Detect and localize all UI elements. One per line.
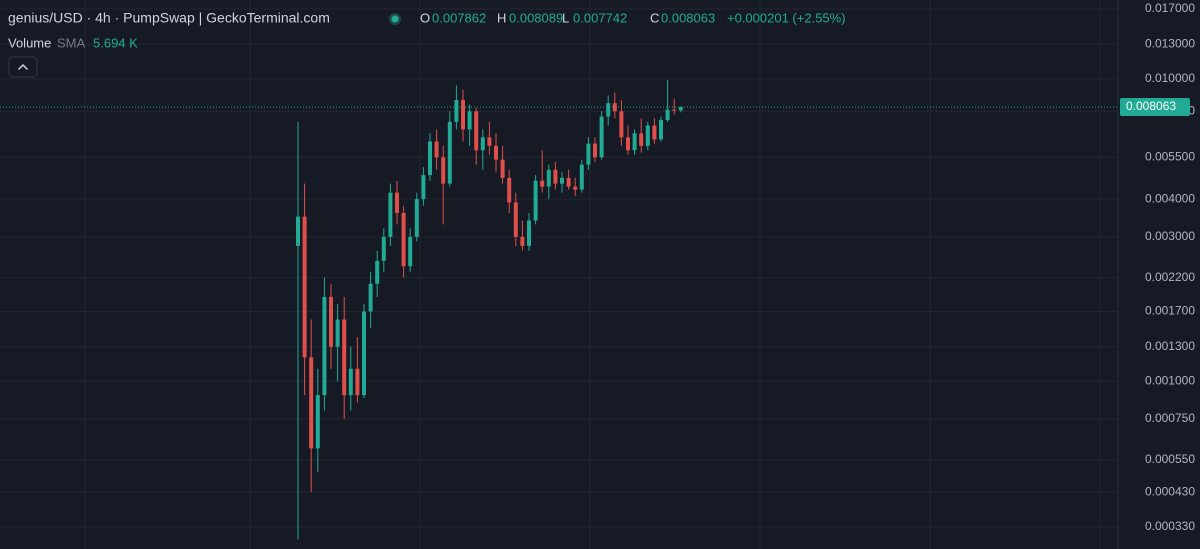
candle-body [560, 177, 564, 184]
candle-body [533, 180, 538, 221]
candle-body [408, 236, 413, 267]
candle-body [414, 199, 419, 237]
candle-body [619, 111, 624, 138]
candles [296, 80, 683, 540]
candle-body [520, 236, 525, 246]
c-label: C [650, 10, 659, 25]
y-tick-label: 0.004000 [1145, 191, 1195, 205]
collapse-button[interactable] [8, 56, 38, 78]
candle-body [309, 357, 314, 449]
y-tick-label: 0.010000 [1145, 71, 1195, 85]
h-label: H [497, 10, 506, 25]
candle-body [428, 141, 432, 176]
candle-body [645, 125, 650, 146]
candle-body [362, 311, 366, 396]
candle-body [467, 111, 472, 130]
candle-body [296, 216, 300, 246]
candle-body [315, 395, 320, 449]
candle-body [401, 212, 406, 267]
y-tick-label: 0.001000 [1145, 373, 1195, 387]
candle-body [599, 116, 604, 158]
l-value: 0.007742 [573, 10, 627, 25]
y-tick-label: 0.002200 [1145, 270, 1195, 284]
h-value: 0.008089 [509, 10, 563, 25]
candle-body [322, 296, 327, 396]
y-tick-label: 0.001700 [1145, 304, 1195, 318]
sma-label: SMA [57, 35, 86, 50]
change: +0.000201 (+2.55%) [727, 10, 846, 25]
candle-body [652, 125, 657, 140]
candle-body [375, 260, 380, 284]
candle-body [566, 177, 571, 187]
candle-body [474, 111, 479, 151]
candle-body [494, 145, 498, 160]
candle-body [342, 319, 347, 396]
candle-body [335, 319, 340, 347]
last-price-box [1120, 97, 1190, 116]
candle-body [434, 141, 439, 158]
o-value: 0.007862 [432, 10, 486, 25]
candle-body [461, 100, 465, 130]
candle-body [447, 121, 452, 184]
candle-body [527, 220, 531, 246]
candle-body [606, 103, 611, 117]
candle-body [388, 192, 393, 237]
candle-body [540, 180, 545, 187]
candle-body [487, 137, 492, 146]
candle-body [593, 143, 597, 158]
candle-body [302, 216, 307, 358]
candle-body [546, 169, 551, 187]
candle-body [573, 186, 578, 190]
y-tick-label: 0.005500 [1145, 149, 1195, 163]
price-line: 0.008063 [0, 97, 1190, 116]
o-label: O [420, 10, 430, 25]
h-grid [0, 8, 1118, 528]
y-tick-label: 0.000330 [1145, 519, 1195, 533]
volume-label: Volume [8, 35, 51, 50]
candle-body [586, 143, 591, 165]
candle-body [454, 100, 459, 122]
y-tick-label: 0.000550 [1145, 452, 1195, 466]
y-tick-label: 0.000430 [1145, 484, 1195, 498]
candle-body [513, 202, 518, 237]
sma-value: 5.694 K [93, 35, 138, 50]
last-price-label: 0.008063 [1126, 99, 1176, 113]
candle-body [441, 157, 446, 184]
candle-body [395, 192, 399, 213]
candle-body [381, 236, 386, 261]
y-tick-label: 0.000750 [1145, 411, 1195, 425]
candle-body [553, 169, 558, 184]
status-dot [391, 15, 399, 23]
candle-body [355, 368, 360, 396]
chart-title: genius/USD · 4h · PumpSwap | GeckoTermin… [8, 10, 330, 26]
candle-body [639, 133, 644, 146]
button-box[interactable] [8, 56, 38, 78]
candle-body [480, 137, 485, 151]
candle-body [421, 175, 426, 200]
candle-body [329, 296, 333, 347]
candle-body [507, 177, 512, 203]
candle-body [368, 283, 373, 312]
candle-body [612, 103, 617, 112]
candle-body [665, 109, 670, 121]
chevron-icon [17, 63, 29, 71]
candle-body [632, 133, 637, 151]
l-label: L [562, 10, 569, 25]
y-axis: 0.0170000.0130000.0100000.0078000.005500… [1145, 1, 1195, 533]
candle-body [678, 106, 683, 111]
candle-body [579, 164, 584, 190]
c-value: 0.008063 [661, 10, 715, 25]
candle-body [626, 137, 630, 151]
y-tick-label: 0.017000 [1145, 1, 1195, 15]
candle-body [672, 109, 677, 111]
candle-body [659, 120, 663, 140]
candle-body [500, 159, 505, 178]
y-tick-label: 0.003000 [1145, 229, 1195, 243]
candle-body [348, 368, 353, 396]
y-tick-label: 0.001300 [1145, 339, 1195, 353]
v-grid [84, 0, 1101, 549]
y-tick-label: 0.013000 [1145, 36, 1195, 50]
